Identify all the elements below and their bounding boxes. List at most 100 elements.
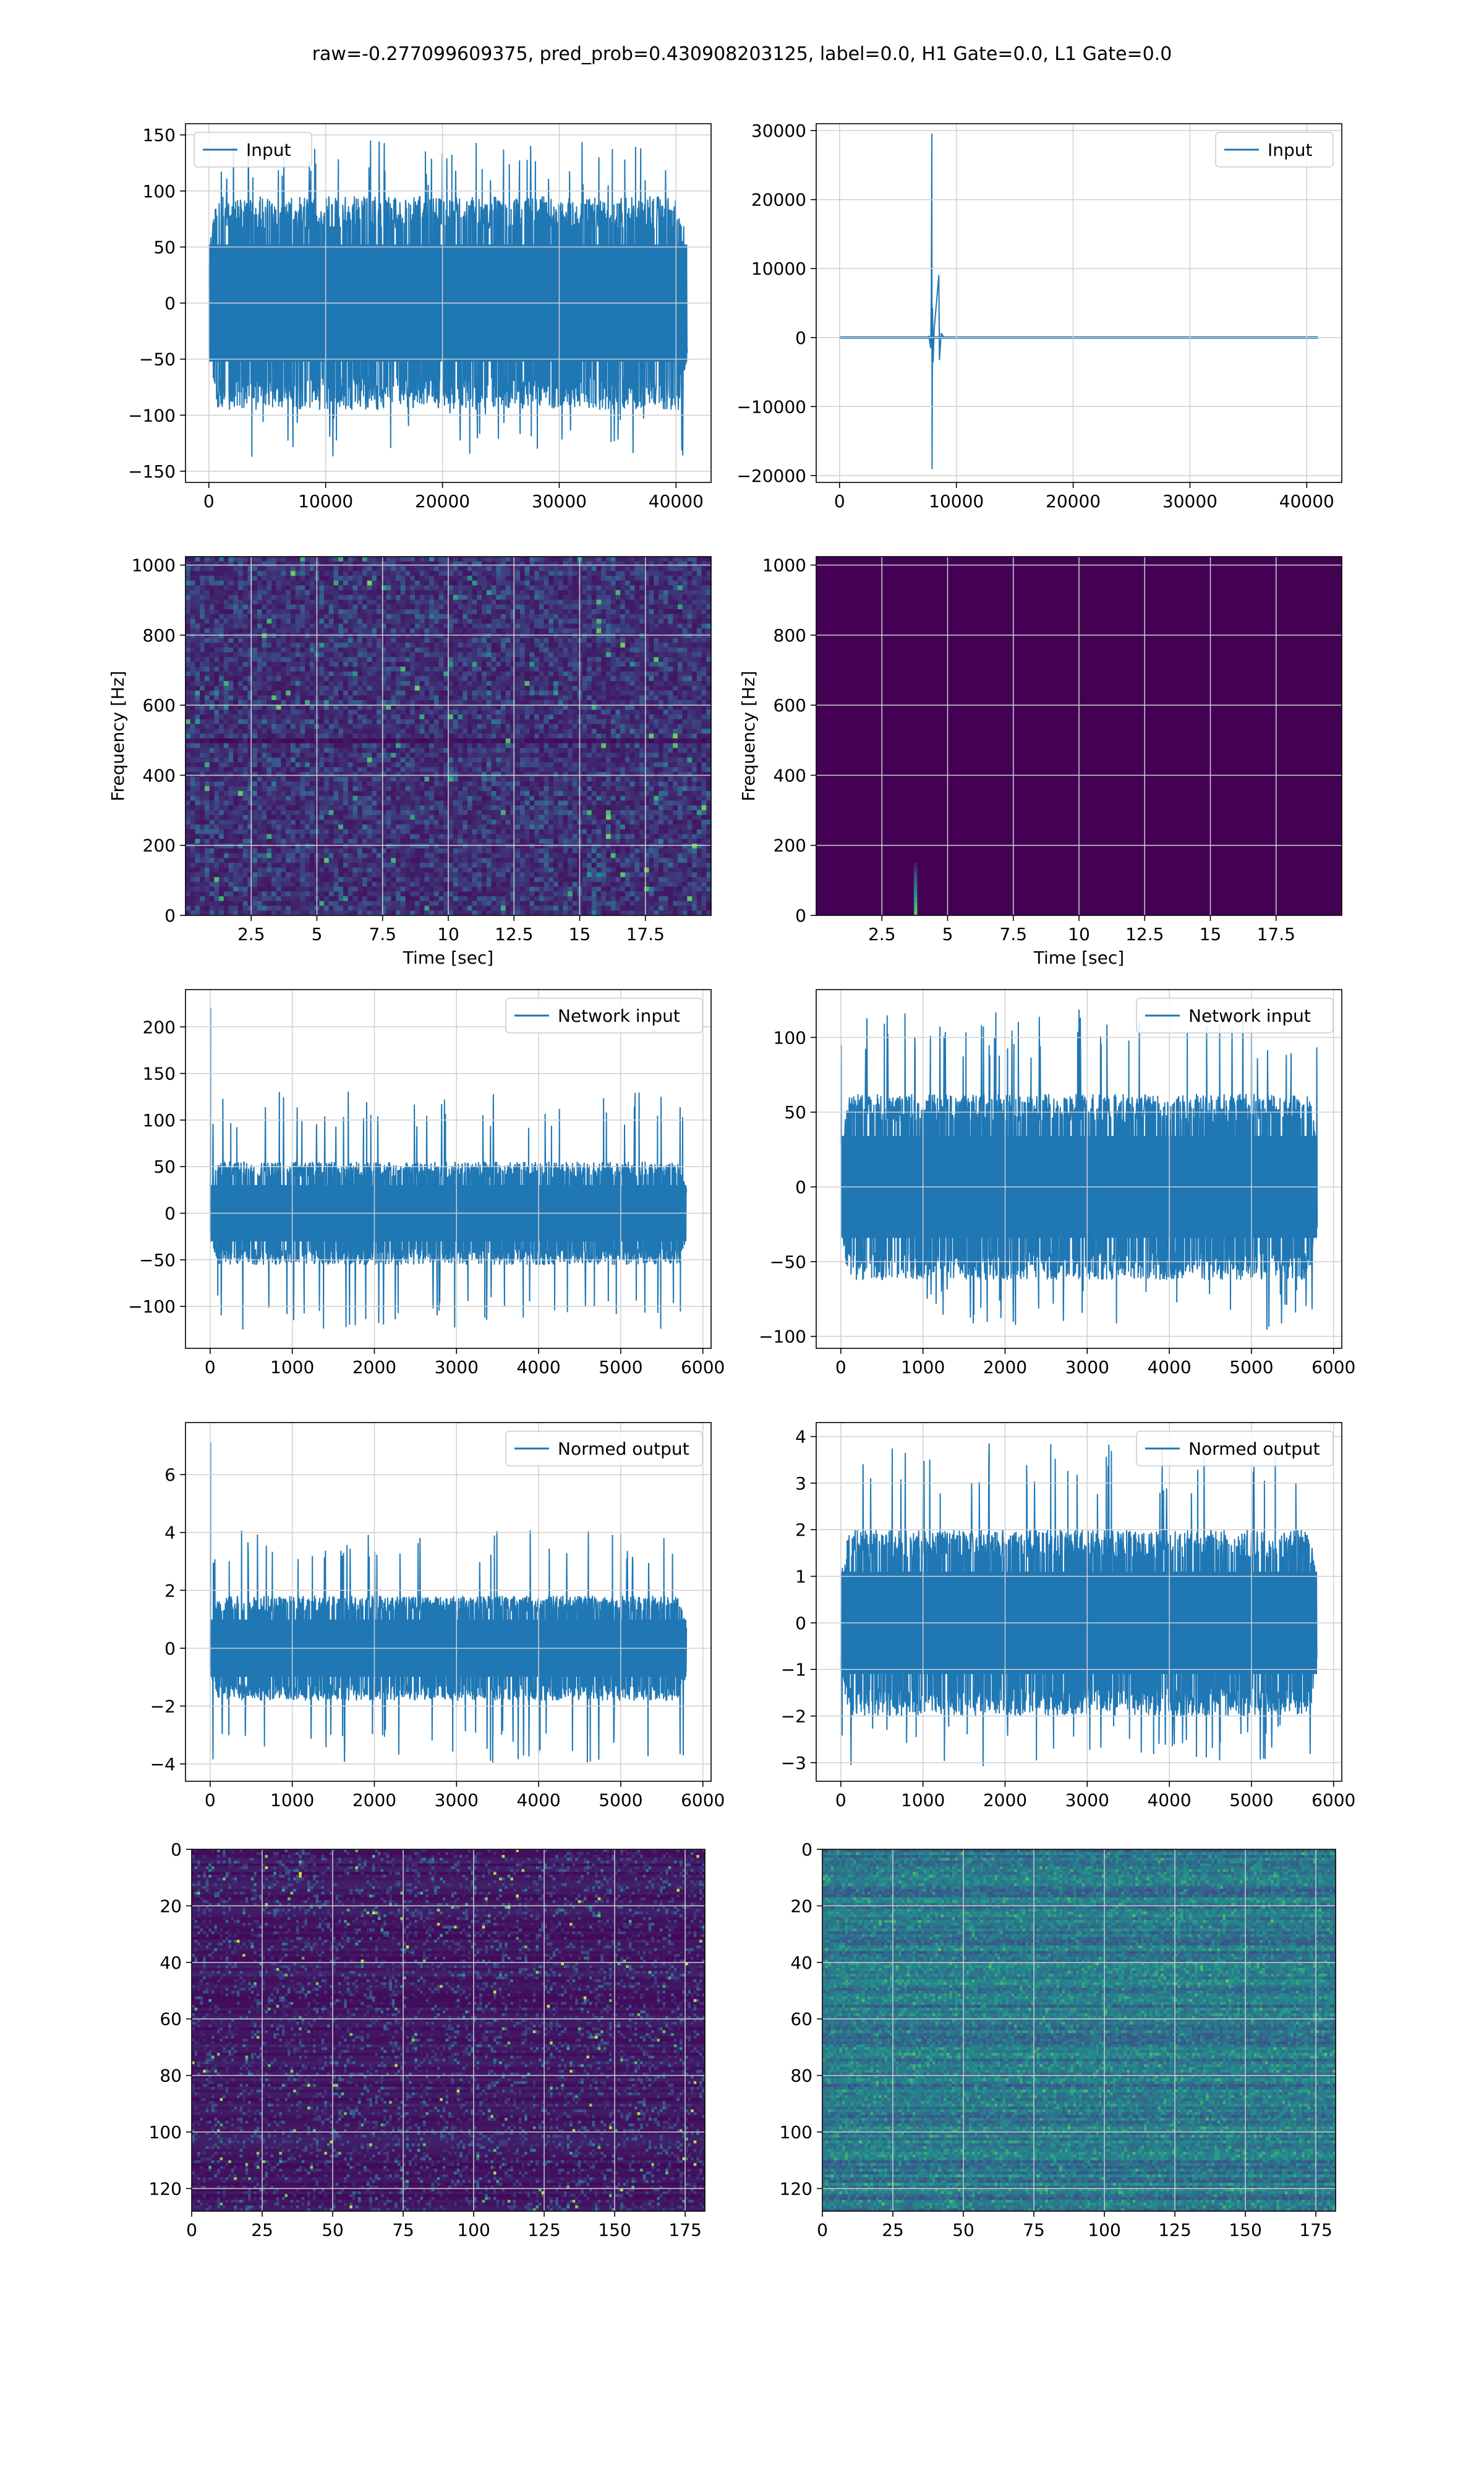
heatmap-cell [257, 685, 263, 691]
legend-label: Input [1268, 140, 1313, 160]
heatmap-cell [257, 886, 263, 892]
heatmap-cell [405, 824, 411, 830]
heatmap-cell [477, 786, 482, 792]
heatmap-cell [214, 704, 220, 710]
heatmap-cell [233, 685, 239, 691]
heatmap-cell [352, 575, 358, 581]
heatmap-cell [352, 839, 358, 844]
heatmap-cell [482, 839, 487, 844]
heatmap-cell [414, 753, 420, 758]
heatmap-cell [386, 714, 391, 720]
heatmap-cell [414, 905, 420, 911]
heatmap-cell [400, 829, 406, 835]
heatmap-cell [458, 628, 463, 634]
heatmap-cell [372, 910, 377, 915]
heatmap-cell [352, 719, 358, 725]
heatmap-cell [295, 614, 301, 620]
heatmap-cell [195, 618, 200, 624]
heatmap-cell [338, 700, 344, 706]
heatmap-cell [219, 652, 224, 657]
heatmap-cell [267, 790, 272, 797]
heatmap-cell [448, 662, 454, 667]
heatmap-cell [348, 829, 353, 835]
heatmap-cell [291, 714, 296, 720]
heatmap-cell [372, 657, 377, 662]
heatmap-cell [448, 815, 454, 820]
heatmap-cell [391, 905, 396, 911]
heatmap-cell [477, 614, 482, 620]
heatmap-cell [391, 571, 396, 576]
heatmap-cell [324, 772, 330, 777]
heatmap-cell [257, 810, 263, 816]
heatmap-cell [219, 872, 224, 878]
heatmap-cell [219, 571, 224, 576]
heatmap-cell [333, 575, 339, 581]
heatmap-cell [343, 633, 349, 638]
heatmap-cell [433, 829, 440, 835]
heatmap-cell [291, 886, 296, 892]
heatmap-cell [453, 839, 458, 844]
heatmap-cell [486, 714, 492, 720]
heatmap-cell [419, 695, 425, 701]
heatmap-cell [496, 575, 501, 581]
heatmap-cell [238, 594, 244, 601]
heatmap-cell [424, 700, 430, 706]
heatmap-cell [328, 896, 335, 902]
heatmap-cell [343, 901, 349, 907]
heatmap-cell [486, 867, 492, 873]
heatmap-cell [319, 662, 325, 667]
heatmap-cell [463, 609, 468, 615]
legend-box [1215, 132, 1334, 168]
heatmap-cell [276, 585, 282, 591]
heatmap-cell [352, 748, 358, 753]
heatmap-cell [348, 662, 353, 667]
heatmap-cell [233, 580, 239, 586]
heatmap-cell [262, 848, 267, 854]
heatmap-cell [242, 709, 248, 715]
heatmap-cell [247, 853, 253, 858]
heatmap-cell [458, 820, 463, 825]
heatmap-cell [400, 580, 406, 586]
heatmap-cell [458, 709, 463, 715]
heatmap-cell [252, 580, 258, 586]
heatmap-cell [348, 628, 353, 634]
heatmap-cell [338, 571, 344, 576]
heatmap-cell [319, 638, 325, 643]
heatmap-cell [419, 896, 425, 902]
heatmap-cell [381, 666, 387, 672]
heatmap-cell [242, 905, 248, 911]
heatmap-cell [257, 839, 263, 844]
heatmap-cell [338, 566, 344, 571]
heatmap-cell [448, 862, 454, 868]
heatmap-cell [424, 757, 430, 763]
heatmap-cell [295, 886, 301, 892]
heatmap-cell [276, 590, 282, 596]
heatmap-cell [267, 910, 272, 915]
heatmap-cell [195, 877, 200, 883]
heatmap-cell [463, 594, 468, 601]
heatmap-cell [448, 561, 454, 567]
heatmap-cell [482, 557, 487, 562]
heatmap-cell [286, 729, 291, 734]
heatmap-cell [386, 690, 391, 696]
heatmap-cell [477, 762, 482, 768]
heatmap-cell [276, 671, 282, 677]
heatmap-cell [472, 681, 477, 687]
heatmap-cell [472, 638, 477, 643]
heatmap-cell [257, 633, 263, 638]
heatmap-cell [472, 800, 477, 806]
heatmap-cell [252, 704, 258, 710]
heatmap-cell [309, 872, 315, 878]
heatmap-cell [348, 585, 353, 591]
heatmap-cell [328, 853, 335, 858]
heatmap-cell [190, 839, 195, 844]
heatmap-cell [338, 810, 344, 816]
heatmap-cell [381, 623, 387, 629]
heatmap-cell [357, 575, 363, 581]
heatmap-cell [381, 753, 387, 758]
heatmap-cell [482, 829, 487, 835]
heatmap-cell [343, 614, 349, 620]
heatmap-cell [343, 575, 349, 581]
heatmap-cell [357, 666, 363, 672]
heatmap-cell [204, 695, 210, 701]
